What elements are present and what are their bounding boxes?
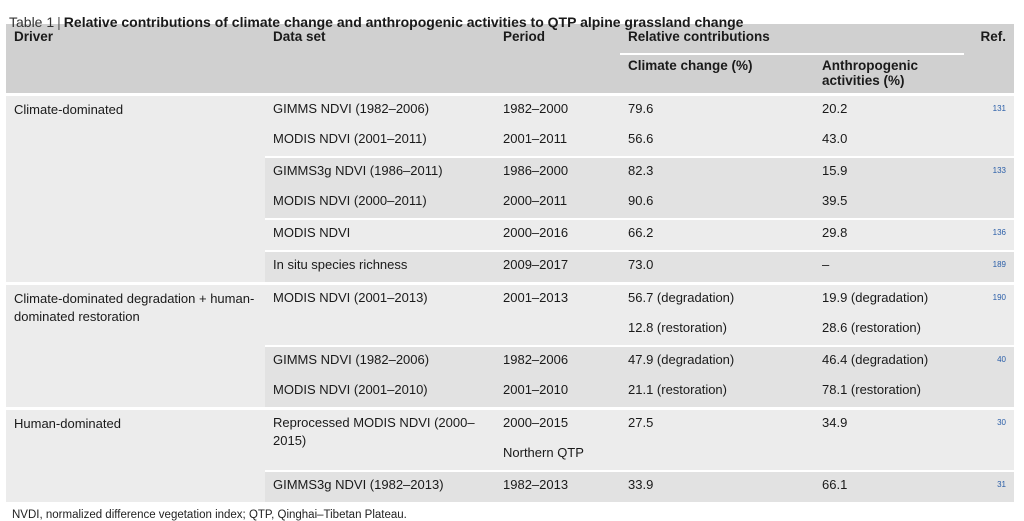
period-cell: 1982–2006: [495, 344, 620, 377]
climate-cell: 21.1 (restoration): [620, 376, 814, 408]
period-cell: 2009–2017: [495, 249, 620, 283]
anthro-cell: 34.9: [814, 406, 964, 440]
dataset-cell: MODIS NDVI (2000–2011): [265, 187, 495, 219]
table-figure: Table 1 | Relative contributions of climat…: [6, 0, 1014, 521]
dataset-cell: Reprocessed MODIS NDVI (2000–2015): [265, 406, 495, 471]
anthro-cell: 39.5: [814, 187, 964, 219]
period-cell: 2000–2015: [495, 406, 620, 440]
ref-cell[interactable]: 40: [964, 344, 1014, 377]
table-row: MODIS NDVI 2000–2016 66.2 29.8 136: [6, 217, 1014, 251]
period-cell: 2000–2011: [495, 187, 620, 219]
climate-cell: 33.9: [620, 469, 814, 502]
anthro-cell: 29.8: [814, 217, 964, 251]
anthro-cell: 43.0: [814, 125, 964, 157]
ref-cell[interactable]: 190: [964, 281, 1014, 315]
caption-title: Relative contributions of climate change…: [63, 14, 744, 30]
ref-cell[interactable]: 131: [964, 92, 1014, 126]
climate-cell: [620, 439, 814, 471]
header-ref: Ref.: [964, 24, 1014, 94]
ref-cell[interactable]: 31: [964, 469, 1014, 502]
table-footnote: NVDI, normalized difference vegetation i…: [12, 508, 407, 521]
table-row: MODIS NDVI (2001–2010) 2001–2010 21.1 (r…: [6, 376, 1014, 408]
contributions-table: Driver Data set Period Relative contribu…: [6, 24, 1014, 502]
dataset-cell: GIMMS NDVI (1982–2006): [265, 344, 495, 377]
anthro-cell: 66.1: [814, 469, 964, 502]
anthro-cell: 20.2: [814, 92, 964, 126]
climate-cell: 66.2: [620, 217, 814, 251]
anthro-cell: 15.9: [814, 155, 964, 188]
climate-cell: 79.6: [620, 92, 814, 126]
ref-cell: [964, 314, 1014, 346]
dataset-cell: MODIS NDVI: [265, 217, 495, 251]
ref-cell[interactable]: 189: [964, 249, 1014, 283]
period-cell: 2000–2016: [495, 217, 620, 251]
table-row: GIMMS NDVI (1982–2006) 1982–2006 47.9 (d…: [6, 344, 1014, 377]
anthro-cell: 46.4 (degradation): [814, 344, 964, 377]
header-period: Period: [495, 24, 620, 94]
anthro-cell: 78.1 (restoration): [814, 376, 964, 408]
climate-cell: 90.6: [620, 187, 814, 219]
dataset-cell: [265, 314, 495, 346]
period-cell: 2001–2013: [495, 281, 620, 315]
table-row: 12.8 (restoration) 28.6 (restoration): [6, 314, 1014, 346]
period-cell: 2001–2010: [495, 376, 620, 408]
table-row: Climate-dominated GIMMS NDVI (1982–2006)…: [6, 92, 1014, 283]
ref-cell[interactable]: 136: [964, 217, 1014, 251]
dataset-cell: MODIS NDVI (2001–2013): [265, 281, 495, 315]
period-cell: 1986–2000: [495, 155, 620, 188]
ref-cell: [964, 439, 1014, 471]
ref-cell: [964, 125, 1014, 157]
caption-separator: |: [57, 14, 61, 30]
climate-cell: 47.9 (degradation): [620, 344, 814, 377]
period-cell: Northern QTP: [495, 439, 620, 471]
period-cell: 2001–2011: [495, 125, 620, 157]
climate-cell: 73.0: [620, 249, 814, 283]
table-row: MODIS NDVI (2000–2011) 2000–2011 90.6 39…: [6, 187, 1014, 219]
ref-cell[interactable]: 30: [964, 406, 1014, 440]
dataset-cell: MODIS NDVI (2001–2010): [265, 376, 495, 408]
table-row: Climate-dominated degradation + human-do…: [6, 281, 1014, 408]
climate-cell: 56.7 (degradation): [620, 281, 814, 315]
ref-cell: [964, 187, 1014, 219]
dataset-cell: GIMMS3g NDVI (1982–2013): [265, 469, 495, 502]
dataset-cell: MODIS NDVI (2001–2011): [265, 125, 495, 157]
table-row: In situ species richness 2009–2017 73.0 …: [6, 249, 1014, 283]
driver-climate-dominated: Climate-dominated: [6, 92, 265, 283]
header-dataset: Data set: [265, 24, 495, 94]
driver-mixed: Climate-dominated degradation + human-do…: [6, 281, 265, 408]
header-driver: Driver: [6, 24, 265, 94]
ref-cell: [964, 376, 1014, 408]
caption-prefix: Table 1: [9, 14, 55, 30]
dataset-cell: In situ species richness: [265, 249, 495, 283]
header-relative-contributions: Relative contributions: [620, 24, 964, 55]
header-climate-change: Climate change (%): [620, 54, 814, 94]
anthro-cell: [814, 439, 964, 471]
period-cell: 1982–2000: [495, 92, 620, 126]
dataset-cell: GIMMS NDVI (1982–2006): [265, 92, 495, 126]
climate-cell: 27.5: [620, 406, 814, 440]
dataset-cell: GIMMS3g NDVI (1986–2011): [265, 155, 495, 188]
anthro-cell: 19.9 (degradation): [814, 281, 964, 315]
driver-human-dominated: Human-dominated: [6, 406, 265, 502]
table-row: Human-dominated Reprocessed MODIS NDVI (…: [6, 406, 1014, 502]
climate-cell: 56.6: [620, 125, 814, 157]
table-row: MODIS NDVI (2001–2011) 2001–2011 56.6 43…: [6, 125, 1014, 157]
anthro-cell: –: [814, 249, 964, 283]
anthro-cell: 28.6 (restoration): [814, 314, 964, 346]
table-row: GIMMS3g NDVI (1986–2011) 1986–2000 82.3 …: [6, 155, 1014, 188]
ref-cell[interactable]: 133: [964, 155, 1014, 188]
climate-cell: 82.3: [620, 155, 814, 188]
table-caption: Table 1 | Relative contributions of climat…: [6, 0, 1014, 30]
period-cell: [495, 314, 620, 346]
table-row: Northern QTP: [6, 439, 1014, 471]
climate-cell: 12.8 (restoration): [620, 314, 814, 346]
period-cell: 1982–2013: [495, 469, 620, 502]
header-anthropogenic: Anthropogenic activities (%): [814, 54, 964, 94]
